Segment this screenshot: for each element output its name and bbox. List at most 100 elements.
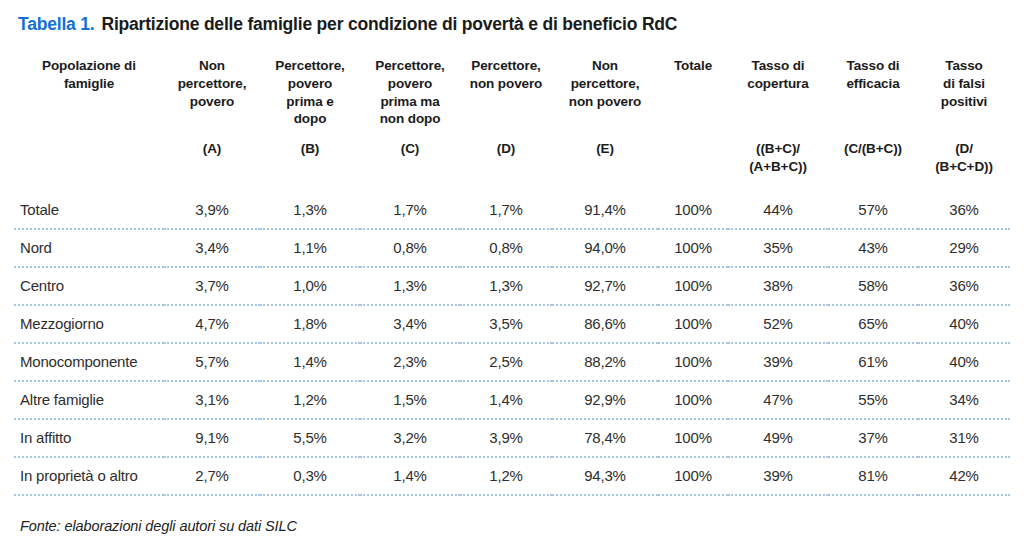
column-header: Percettore, povero prima ma non dopo	[360, 55, 460, 130]
table-caption: Ripartizione delle famiglie per condizio…	[101, 14, 677, 34]
paper-table-page: Tabella 1. Ripartizione delle famiglie pe…	[0, 0, 1024, 534]
data-cell: 3,5%	[460, 305, 552, 343]
table-head: Popolazione di famiglieNon percettore, p…	[14, 55, 1010, 192]
data-cell: 1,3%	[460, 267, 552, 305]
data-cell: 40%	[918, 343, 1010, 381]
data-cell: 43%	[828, 229, 918, 267]
data-cell: 1,7%	[460, 192, 552, 229]
data-cell: 2,5%	[460, 343, 552, 381]
data-cell: 61%	[828, 343, 918, 381]
row-label: In affitto	[14, 419, 164, 457]
data-table: Popolazione di famiglieNon percettore, p…	[14, 55, 1010, 496]
table-number: Tabella 1.	[18, 14, 94, 34]
column-header: Non percettore, povero	[164, 55, 260, 130]
data-cell: 1,3%	[360, 267, 460, 305]
column-header: Non percettore, non povero	[552, 55, 658, 130]
table-row: Mezzogiorno4,7%1,8%3,4%3,5%86,6%100%52%6…	[14, 305, 1010, 343]
data-cell: 1,4%	[460, 381, 552, 419]
data-cell: 31%	[918, 419, 1010, 457]
data-cell: 55%	[828, 381, 918, 419]
data-cell: 58%	[828, 267, 918, 305]
column-code: ((B+C)/ (A+B+C))	[728, 130, 828, 192]
data-cell: 9,1%	[164, 419, 260, 457]
column-header: Tasso di copertura	[728, 55, 828, 130]
column-code: (A)	[164, 130, 260, 192]
data-cell: 100%	[658, 192, 728, 229]
data-cell: 39%	[728, 457, 828, 495]
row-label: Nord	[14, 229, 164, 267]
data-cell: 92,7%	[552, 267, 658, 305]
row-label: Centro	[14, 267, 164, 305]
data-cell: 1,5%	[360, 381, 460, 419]
row-label: Mezzogiorno	[14, 305, 164, 343]
data-cell: 2,7%	[164, 457, 260, 495]
data-cell: 39%	[728, 343, 828, 381]
data-cell: 40%	[918, 305, 1010, 343]
row-label: In proprietà o altro	[14, 457, 164, 495]
row-label: Monocomponente	[14, 343, 164, 381]
data-cell: 1,4%	[360, 457, 460, 495]
data-cell: 5,5%	[260, 419, 360, 457]
data-cell: 0,3%	[260, 457, 360, 495]
data-cell: 57%	[828, 192, 918, 229]
table-row: Totale3,9%1,3%1,7%1,7%91,4%100%44%57%36%	[14, 192, 1010, 229]
data-cell: 100%	[658, 457, 728, 495]
data-cell: 3,7%	[164, 267, 260, 305]
column-header: Percettore, non povero	[460, 55, 552, 130]
row-label: Totale	[14, 192, 164, 229]
data-cell: 100%	[658, 305, 728, 343]
data-cell: 47%	[728, 381, 828, 419]
data-cell: 36%	[918, 192, 1010, 229]
data-cell: 44%	[728, 192, 828, 229]
data-cell: 81%	[828, 457, 918, 495]
data-cell: 3,2%	[360, 419, 460, 457]
data-cell: 92,9%	[552, 381, 658, 419]
data-cell: 3,9%	[460, 419, 552, 457]
data-cell: 3,9%	[164, 192, 260, 229]
data-cell: 0,8%	[360, 229, 460, 267]
data-cell: 3,4%	[164, 229, 260, 267]
data-cell: 88,2%	[552, 343, 658, 381]
column-header: Percettore, povero prima e dopo	[260, 55, 360, 130]
data-cell: 1,2%	[460, 457, 552, 495]
data-cell: 1,3%	[260, 192, 360, 229]
data-cell: 38%	[728, 267, 828, 305]
column-code: (B)	[260, 130, 360, 192]
column-code: (D)	[460, 130, 552, 192]
data-cell: 100%	[658, 267, 728, 305]
data-cell: 86,6%	[552, 305, 658, 343]
data-cell: 5,7%	[164, 343, 260, 381]
data-cell: 1,0%	[260, 267, 360, 305]
column-code: (E)	[552, 130, 658, 192]
column-code: (C)	[360, 130, 460, 192]
data-cell: 36%	[918, 267, 1010, 305]
data-cell: 100%	[658, 343, 728, 381]
column-header: Tasso di falsi positivi	[918, 55, 1010, 130]
data-cell: 1,8%	[260, 305, 360, 343]
data-cell: 94,3%	[552, 457, 658, 495]
column-header: Tasso di efficacia	[828, 55, 918, 130]
table-row: In proprietà o altro2,7%0,3%1,4%1,2%94,3…	[14, 457, 1010, 495]
data-cell: 78,4%	[552, 419, 658, 457]
data-cell: 37%	[828, 419, 918, 457]
table-title: Tabella 1. Ripartizione delle famiglie pe…	[18, 14, 1010, 35]
data-cell: 100%	[658, 229, 728, 267]
column-header: Popolazione di famiglie	[14, 55, 164, 130]
column-code: (D/ (B+C+D))	[918, 130, 1010, 192]
data-cell: 52%	[728, 305, 828, 343]
data-cell: 0,8%	[460, 229, 552, 267]
column-code	[658, 130, 728, 192]
data-cell: 1,1%	[260, 229, 360, 267]
column-header: Totale	[658, 55, 728, 130]
table-row: Altre famiglie3,1%1,2%1,5%1,4%92,9%100%4…	[14, 381, 1010, 419]
column-code: (C/(B+C))	[828, 130, 918, 192]
data-cell: 3,1%	[164, 381, 260, 419]
table-row: In affitto9,1%5,5%3,2%3,9%78,4%100%49%37…	[14, 419, 1010, 457]
data-cell: 35%	[728, 229, 828, 267]
data-cell: 1,4%	[260, 343, 360, 381]
data-cell: 3,4%	[360, 305, 460, 343]
data-cell: 65%	[828, 305, 918, 343]
data-cell: 49%	[728, 419, 828, 457]
data-cell: 100%	[658, 381, 728, 419]
source-note: Fonte: elaborazioni degli autori su dati…	[20, 518, 1010, 534]
